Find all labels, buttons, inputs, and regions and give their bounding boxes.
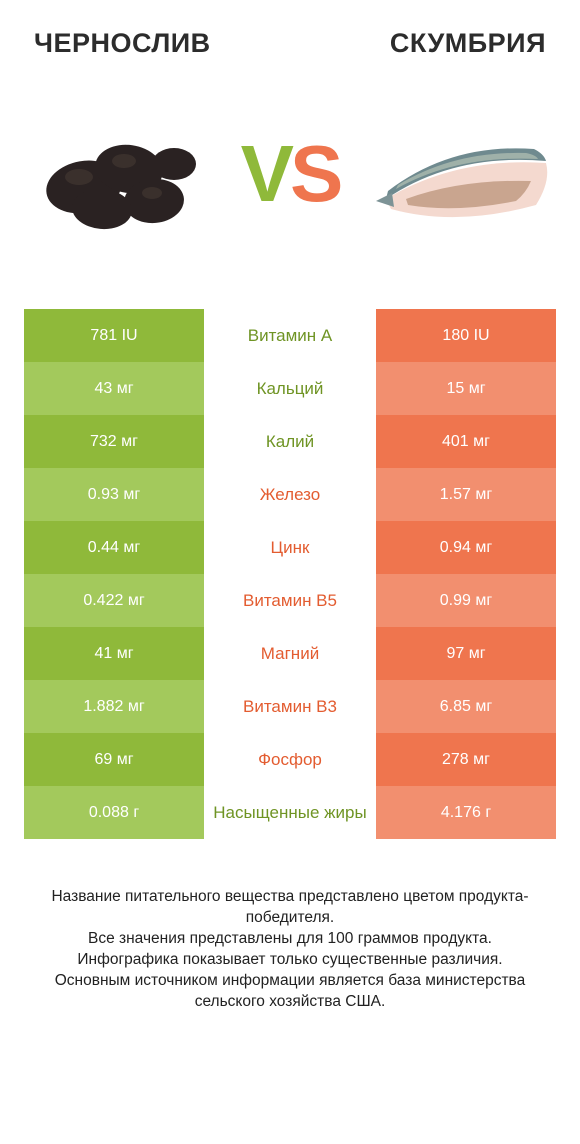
footnote-line: Название питательного вещества представл… bbox=[28, 887, 552, 929]
left-value: 1.882 мг bbox=[24, 680, 204, 733]
vs-v: V bbox=[241, 129, 290, 218]
nutrient-name: Калий bbox=[204, 415, 376, 468]
table-row: 0.088 гНасыщенные жиры4.176 г bbox=[24, 786, 556, 839]
right-value: 0.99 мг bbox=[376, 574, 556, 627]
left-value: 0.93 мг bbox=[24, 468, 204, 521]
nutrient-name: Витамин B3 bbox=[204, 680, 376, 733]
nutrient-name: Кальций bbox=[204, 362, 376, 415]
nutrient-name: Магний bbox=[204, 627, 376, 680]
left-value: 69 мг bbox=[24, 733, 204, 786]
right-value: 4.176 г bbox=[376, 786, 556, 839]
nutrient-name: Витамин A bbox=[204, 309, 376, 362]
left-title: ЧЕРНОСЛИВ bbox=[34, 28, 211, 59]
left-value: 0.422 мг bbox=[24, 574, 204, 627]
right-value: 0.94 мг bbox=[376, 521, 556, 574]
vs-label: VS bbox=[241, 134, 340, 214]
table-row: 781 IUВитамин A180 IU bbox=[24, 309, 556, 362]
infographic-root: ЧЕРНОСЛИВ СКУМБРИЯ VS bbox=[0, 0, 580, 1144]
title-row: ЧЕРНОСЛИВ СКУМБРИЯ bbox=[24, 28, 556, 59]
footnote-line: Все значения представлены для 100 граммо… bbox=[28, 929, 552, 950]
mackerel-icon bbox=[366, 109, 556, 239]
table-row: 41 мгМагний97 мг bbox=[24, 627, 556, 680]
nutrient-name: Фосфор bbox=[204, 733, 376, 786]
right-value: 15 мг bbox=[376, 362, 556, 415]
table-row: 69 мгФосфор278 мг bbox=[24, 733, 556, 786]
left-value: 43 мг bbox=[24, 362, 204, 415]
nutrient-name: Витамин B5 bbox=[204, 574, 376, 627]
left-value: 781 IU bbox=[24, 309, 204, 362]
right-value: 1.57 мг bbox=[376, 468, 556, 521]
footnote-line: Инфографика показывает только существенн… bbox=[28, 950, 552, 971]
nutrient-name: Насыщенные жиры bbox=[204, 786, 376, 839]
right-value: 97 мг bbox=[376, 627, 556, 680]
comparison-tbody: 781 IUВитамин A180 IU43 мгКальций15 мг73… bbox=[24, 309, 556, 839]
right-title: СКУМБРИЯ bbox=[390, 28, 546, 59]
left-value: 0.088 г bbox=[24, 786, 204, 839]
footnote: Название питательного вещества представл… bbox=[24, 887, 556, 1013]
table-row: 1.882 мгВитамин B36.85 мг bbox=[24, 680, 556, 733]
footnote-line: Основным источником информации является … bbox=[28, 971, 552, 1013]
table-row: 0.44 мгЦинк0.94 мг bbox=[24, 521, 556, 574]
table-row: 0.93 мгЖелезо1.57 мг bbox=[24, 468, 556, 521]
nutrient-name: Цинк bbox=[204, 521, 376, 574]
right-value: 401 мг bbox=[376, 415, 556, 468]
right-value: 278 мг bbox=[376, 733, 556, 786]
comparison-table: 781 IUВитамин A180 IU43 мгКальций15 мг73… bbox=[24, 309, 556, 839]
left-value: 732 мг bbox=[24, 415, 204, 468]
left-value: 41 мг bbox=[24, 627, 204, 680]
table-row: 732 мгКалий401 мг bbox=[24, 415, 556, 468]
vs-s: S bbox=[290, 129, 339, 218]
right-value: 180 IU bbox=[376, 309, 556, 362]
mackerel-image bbox=[366, 109, 556, 239]
nutrient-name: Железо bbox=[204, 468, 376, 521]
table-row: 43 мгКальций15 мг bbox=[24, 362, 556, 415]
left-value: 0.44 мг bbox=[24, 521, 204, 574]
right-value: 6.85 мг bbox=[376, 680, 556, 733]
prunes-image bbox=[24, 109, 214, 239]
prunes-icon bbox=[24, 109, 214, 239]
table-row: 0.422 мгВитамин B50.99 мг bbox=[24, 574, 556, 627]
vs-row: VS bbox=[24, 99, 556, 249]
